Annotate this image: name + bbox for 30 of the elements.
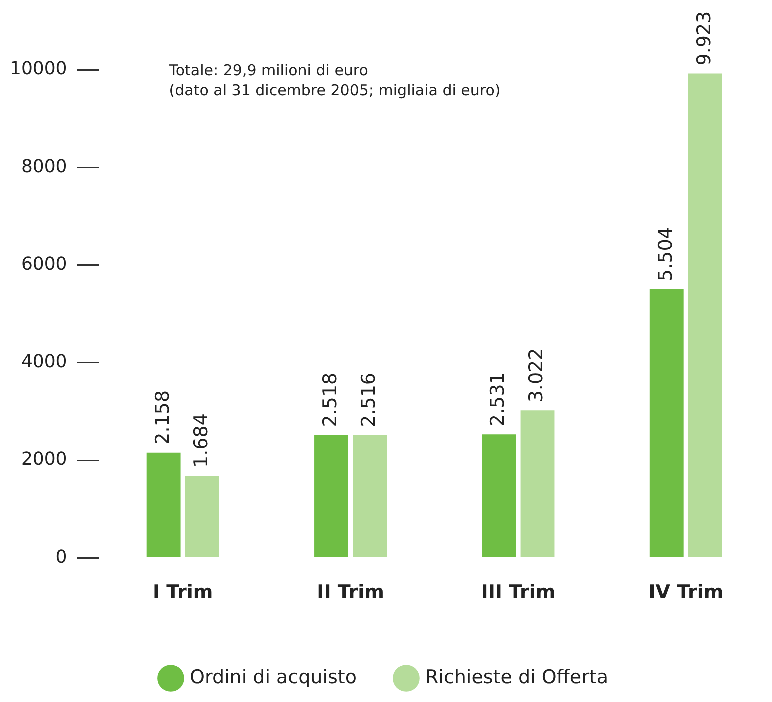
y-tick-label: 4000 xyxy=(21,352,68,373)
data-label: 2.158 xyxy=(152,390,174,445)
y-tick-label: 10000 xyxy=(10,58,68,80)
bar xyxy=(688,74,722,558)
y-tick-label: 0 xyxy=(56,546,68,568)
bar xyxy=(482,434,516,558)
data-label: 5.504 xyxy=(654,227,677,282)
x-tick-label: II Trim xyxy=(317,582,384,604)
bar xyxy=(146,452,181,558)
x-tick-label: I Trim xyxy=(152,582,214,604)
legend-label: Richieste di Offerta xyxy=(425,666,609,688)
x-tick-label: IV Trim xyxy=(648,582,724,604)
legend-label: Ordini di acquisto xyxy=(190,666,357,688)
y-tick-label: 8000 xyxy=(21,156,68,178)
bar xyxy=(650,289,684,558)
bar xyxy=(353,435,388,558)
y-tick-label: 6000 xyxy=(21,254,68,275)
y-tick-label: 2000 xyxy=(21,449,68,470)
bar xyxy=(520,410,555,558)
annotation: Totale: 29,9 milioni di euro xyxy=(168,61,368,80)
bar xyxy=(185,476,220,558)
data-label: 2.516 xyxy=(358,372,380,428)
data-label: 2.518 xyxy=(319,372,342,428)
x-tick-label: III Trim xyxy=(481,582,556,604)
data-label: 1.684 xyxy=(190,414,212,468)
data-label: 2.531 xyxy=(487,372,510,427)
bar xyxy=(314,435,348,558)
data-label: 3.022 xyxy=(526,348,548,403)
data-label: 9.923 xyxy=(693,11,716,66)
annotation: (dato al 31 dicembre 2005; migliaia di euro) xyxy=(169,81,501,100)
